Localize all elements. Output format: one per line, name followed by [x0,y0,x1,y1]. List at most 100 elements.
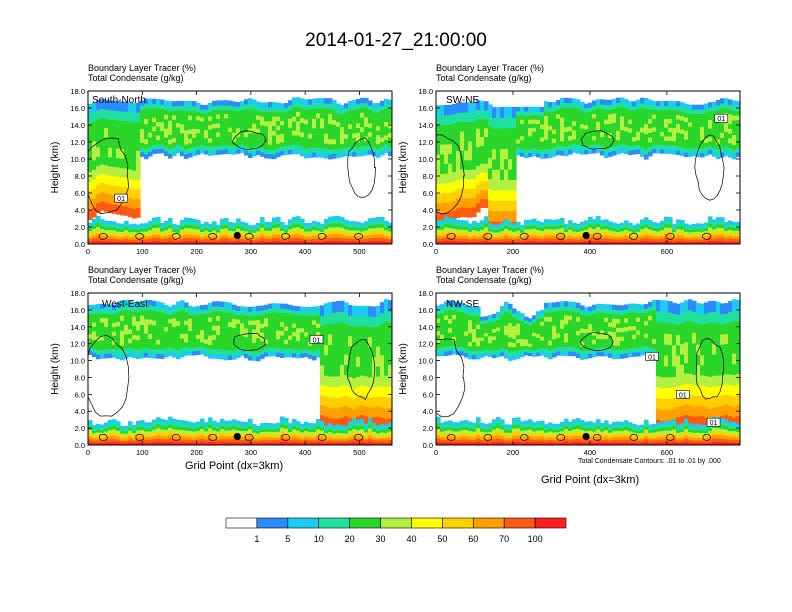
field-cell [576,228,581,232]
field-cell [496,234,501,238]
field-cell [108,193,113,204]
y-tick-label: 8.0 [423,172,433,181]
field-cell [696,104,701,110]
field-cell [192,338,197,344]
field-cell [608,109,613,115]
field-cell [356,238,361,242]
field-cell [528,225,533,230]
field-cell [548,234,553,239]
field-cell [296,442,301,445]
field-cell [364,428,369,433]
field-cell [276,352,281,358]
field-cell [552,106,557,112]
field-cell [228,354,233,360]
field-cell [500,117,505,129]
field-cell [460,435,465,440]
field-cell [348,335,353,347]
field-cell [112,226,117,231]
field-cell [152,353,157,359]
field-cell [160,230,165,235]
field-cell [708,123,713,129]
field-cell [320,112,325,119]
field-cell [164,238,169,242]
field-cell [316,142,321,148]
field-cell [448,420,453,425]
field-cell [184,328,189,334]
field-cell [576,241,581,244]
field-cell [280,325,285,332]
field-cell [212,348,217,355]
field-cell [468,442,473,445]
field-cell [496,236,501,240]
field-cell [176,239,181,243]
field-cell [704,129,709,135]
field-cell [280,146,285,152]
field-cell [352,367,357,379]
field-cell [236,323,241,329]
field-cell [276,134,281,140]
field-cell [728,241,733,244]
field-cell [272,434,277,438]
field-cell [488,146,493,158]
field-cell [344,120,349,126]
field-cell [180,240,185,244]
field-cell [580,233,585,237]
field-cell [312,226,317,231]
field-cell [120,325,125,331]
field-cell [296,233,301,238]
field-cell [528,234,533,239]
field-cell [92,321,97,327]
field-cell [148,117,153,124]
field-cell [516,150,521,156]
field-cell [88,222,93,226]
field-cell [100,182,105,193]
field-cell [152,334,157,340]
field-cell [172,431,177,436]
field-cell [692,117,697,123]
field-cell [120,435,125,439]
field-cell [512,179,517,191]
field-cell [156,431,161,436]
field-cell [636,233,641,237]
field-cell [660,114,665,120]
field-cell [224,340,229,346]
field-cell [88,161,93,173]
field-cell [340,135,345,140]
field-cell [368,336,373,348]
field-cell [596,112,601,118]
field-cell [172,428,177,433]
field-cell [356,376,361,387]
field-cell [376,125,381,131]
field-cell [376,223,381,228]
field-cell [328,431,333,435]
field-cell [472,197,477,208]
y-tick-label: 8.0 [75,172,85,181]
field-cell [156,329,161,336]
field-cell [112,232,117,237]
field-label-3: Boundary Layer Tracer (%) [88,265,197,275]
field-cell [88,200,93,211]
field-cell [212,136,217,142]
field-cell [716,134,721,140]
field-cell [372,396,377,408]
field-cell [292,240,297,244]
field-cell [240,148,245,153]
field-cell [280,150,285,156]
field-cell [636,113,641,119]
field-cell [272,120,277,127]
field-cell [148,319,153,325]
field-cell [104,164,109,175]
field-cell [720,122,725,129]
field-cell [148,430,153,435]
field-cell [264,334,269,340]
field-cell [444,337,449,343]
field-cell [332,216,337,221]
field-cell [232,422,237,427]
field-cell [252,232,257,236]
field-cell [588,136,593,142]
field-cell [596,125,601,131]
field-cell [480,232,485,236]
field-cell [652,101,657,106]
field-cell [368,221,373,226]
field-cell [672,131,677,137]
